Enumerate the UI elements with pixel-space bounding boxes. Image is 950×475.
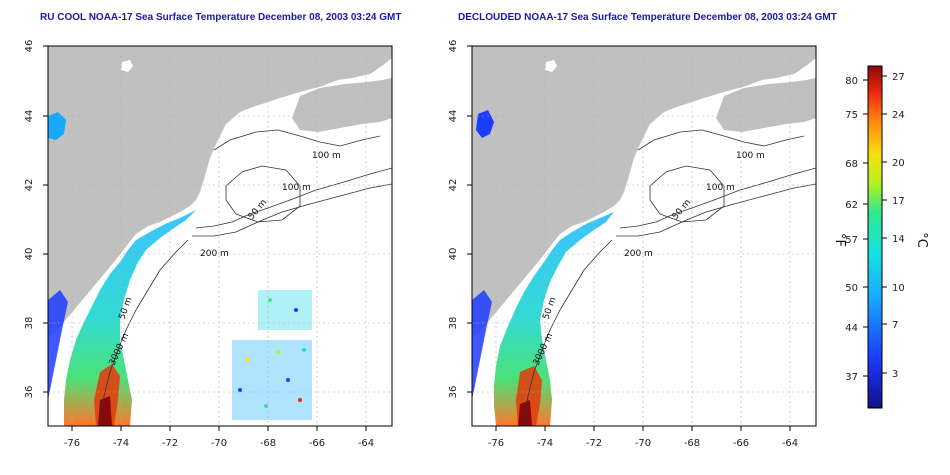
right-y-tick: 38 bbox=[448, 317, 459, 330]
left-grid bbox=[48, 46, 392, 426]
fahrenheit-tick: 57 bbox=[845, 235, 858, 246]
celsius-tick: 3 bbox=[892, 369, 898, 380]
left-map-title: RU COOL NOAA-17 Sea Surface Temperature … bbox=[40, 12, 402, 23]
right-contour-label: 100 m bbox=[706, 183, 735, 193]
right-sst-hot bbox=[518, 400, 532, 426]
celsius-label: °C bbox=[914, 232, 929, 248]
celsius-tick: 7 bbox=[892, 320, 898, 331]
left-y-tick: 44 bbox=[24, 110, 35, 123]
right-y-tick: 36 bbox=[448, 386, 459, 399]
left-x-tick: -72 bbox=[162, 438, 178, 449]
right-sst-capecod bbox=[476, 110, 494, 138]
right-y-tick: 44 bbox=[448, 110, 459, 123]
celsius-tick: 17 bbox=[892, 196, 905, 207]
left-sst-hot bbox=[98, 396, 112, 426]
right-x-tick: -72 bbox=[586, 438, 602, 449]
celsius-tick: 27 bbox=[892, 72, 905, 83]
right-x-tick: -66 bbox=[733, 438, 749, 449]
left-contour-label: 100 m bbox=[282, 183, 311, 193]
right-x-tick: -70 bbox=[635, 438, 651, 449]
left-lake bbox=[121, 60, 133, 72]
fahrenheit-tick: 62 bbox=[845, 200, 858, 211]
right-x-tick: -74 bbox=[537, 438, 553, 449]
right-lake bbox=[545, 60, 557, 72]
right-y-tick: 40 bbox=[448, 248, 459, 261]
right-x-tick: -76 bbox=[488, 438, 504, 449]
fahrenheit-tick: 50 bbox=[845, 283, 858, 294]
celsius-tick: 24 bbox=[892, 110, 905, 121]
left-y-tick: 40 bbox=[24, 248, 35, 261]
right-x-tick: -68 bbox=[684, 438, 700, 449]
celsius-tick: 20 bbox=[892, 158, 905, 169]
celsius-tick: 14 bbox=[892, 234, 905, 245]
right-y-tick: 46 bbox=[448, 40, 459, 53]
left-sst-coastal bbox=[64, 210, 196, 426]
celsius-tick: 10 bbox=[892, 283, 905, 294]
right-land bbox=[472, 46, 816, 338]
left-y-tick: 42 bbox=[24, 179, 35, 192]
fahrenheit-tick: 80 bbox=[845, 76, 858, 87]
right-grid bbox=[472, 46, 816, 426]
fahrenheit-tick: 75 bbox=[845, 110, 858, 121]
left-x-tick: -66 bbox=[309, 438, 325, 449]
left-y-tick: 46 bbox=[24, 40, 35, 53]
left-contour-label: 200 m bbox=[200, 249, 229, 259]
fahrenheit-tick: 44 bbox=[845, 323, 858, 334]
fahrenheit-tick: 68 bbox=[845, 159, 858, 170]
left-land bbox=[48, 46, 392, 338]
fahrenheit-tick: 37 bbox=[845, 372, 858, 383]
left-x-tick: -64 bbox=[358, 438, 374, 449]
right-map-panel: 100 m 100 m 50 m 200 m 50 m 3000 m -76 -… bbox=[448, 40, 817, 449]
right-map-title: DECLOUDED NOAA-17 Sea Surface Temperatur… bbox=[458, 12, 837, 23]
left-x-tick: -76 bbox=[64, 438, 80, 449]
left-sst-capecod bbox=[48, 112, 66, 140]
fahrenheit-label: °F bbox=[832, 233, 847, 247]
right-y-tick: 42 bbox=[448, 179, 459, 192]
left-map-panel: 100 m 100 m 50 m 200 m 50 m 3000 m -76 -… bbox=[24, 40, 393, 449]
right-bay bbox=[472, 290, 492, 400]
left-contour-label: 100 m bbox=[312, 151, 341, 161]
left-y-tick: 38 bbox=[24, 317, 35, 330]
left-x-tick: -70 bbox=[211, 438, 227, 449]
right-contour-label: 100 m bbox=[736, 151, 765, 161]
colorbar: °F °C 80 75 68 62 57 50 44 37 27 24 20 1… bbox=[832, 65, 929, 409]
left-contours bbox=[99, 129, 393, 427]
right-contours bbox=[523, 129, 817, 427]
right-x-tick: -64 bbox=[782, 438, 798, 449]
left-x-tick: -74 bbox=[113, 438, 129, 449]
left-offshore-speckle bbox=[232, 290, 312, 420]
left-y-tick: 36 bbox=[24, 386, 35, 399]
right-contour-label: 200 m bbox=[624, 249, 653, 259]
left-bay bbox=[48, 290, 68, 400]
colorbar-gradient bbox=[867, 65, 883, 409]
left-x-tick: -68 bbox=[260, 438, 276, 449]
